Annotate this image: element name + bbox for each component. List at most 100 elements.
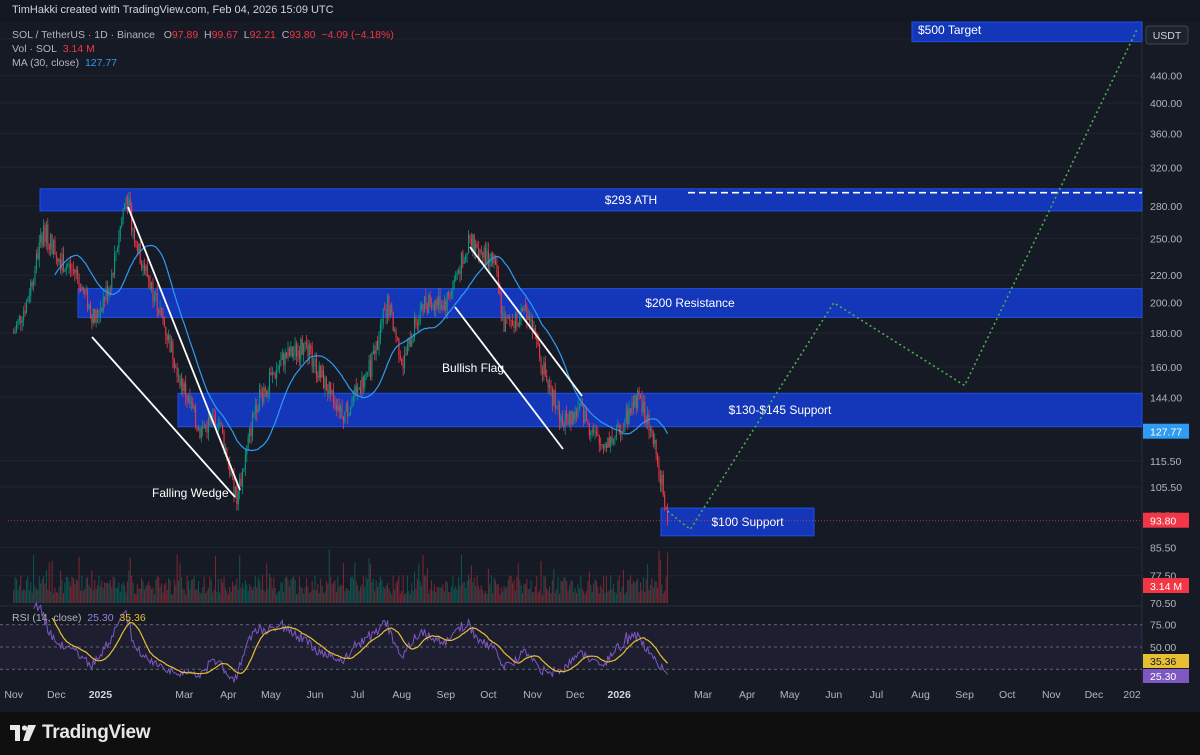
candle bbox=[212, 416, 214, 418]
volume-bar bbox=[473, 578, 475, 603]
volume-bar bbox=[38, 576, 40, 603]
candle bbox=[355, 386, 357, 394]
volume-bar bbox=[350, 577, 352, 603]
candle bbox=[222, 424, 224, 433]
candle bbox=[240, 478, 242, 487]
volume-bar bbox=[621, 586, 623, 603]
volume-bar bbox=[544, 576, 546, 603]
candle bbox=[48, 244, 50, 250]
candle bbox=[661, 474, 663, 485]
candle bbox=[537, 339, 539, 345]
candle bbox=[87, 290, 89, 309]
volume-bar bbox=[186, 575, 188, 603]
candle bbox=[332, 390, 335, 403]
price-tick-label: 105.50 bbox=[1150, 482, 1182, 494]
candle bbox=[620, 432, 622, 435]
candle bbox=[421, 304, 423, 311]
price-tick-label: 220.00 bbox=[1150, 270, 1182, 282]
candle bbox=[495, 258, 497, 264]
candle bbox=[261, 393, 263, 403]
volume-bar bbox=[321, 585, 323, 603]
volume-bar bbox=[419, 580, 421, 603]
volume-bar bbox=[197, 581, 199, 603]
legend-open: 97.89 bbox=[171, 29, 199, 41]
volume-bar bbox=[261, 574, 263, 603]
zone-4 bbox=[660, 507, 815, 537]
candle bbox=[67, 265, 69, 267]
candle bbox=[132, 229, 134, 231]
volume-bar bbox=[325, 581, 327, 603]
volume-bar bbox=[82, 590, 84, 603]
volume-bar bbox=[84, 588, 86, 603]
candle bbox=[125, 196, 127, 204]
volume-bar bbox=[131, 575, 133, 603]
candle bbox=[391, 305, 393, 312]
candle bbox=[41, 234, 43, 246]
volume-bar bbox=[92, 590, 94, 603]
volume-bar bbox=[348, 590, 350, 603]
zone-1 bbox=[39, 188, 1143, 212]
candle bbox=[202, 426, 204, 429]
candle bbox=[412, 337, 414, 341]
candle bbox=[72, 269, 74, 271]
volume-bar bbox=[244, 580, 246, 603]
currency-button[interactable] bbox=[1145, 25, 1189, 45]
volume-bar bbox=[118, 582, 120, 603]
volume-bar bbox=[192, 579, 194, 603]
candle bbox=[151, 282, 153, 290]
candle bbox=[446, 293, 448, 311]
volume-bar bbox=[595, 580, 597, 603]
time-tick-label: Nov bbox=[4, 689, 23, 701]
volume-bar bbox=[458, 577, 460, 603]
time-tick-label: Oct bbox=[999, 689, 1015, 701]
candle bbox=[580, 402, 582, 407]
volume-bar bbox=[20, 575, 22, 603]
volume-bar bbox=[551, 579, 553, 603]
candle bbox=[179, 375, 181, 387]
time-tick-label: Aug bbox=[392, 689, 411, 701]
candle bbox=[439, 296, 441, 310]
volume-bar bbox=[52, 593, 55, 603]
volume-bar bbox=[109, 580, 111, 603]
candle bbox=[45, 224, 47, 242]
volume-bar bbox=[416, 578, 418, 603]
volume-bar bbox=[428, 593, 430, 603]
time-tick-label: Jul bbox=[351, 689, 364, 701]
candle bbox=[246, 446, 248, 455]
zone-label-2: $200 Resistance bbox=[645, 296, 735, 310]
candle bbox=[666, 508, 669, 521]
candle bbox=[21, 320, 23, 323]
volume-bar bbox=[50, 591, 52, 603]
tradingview-logo[interactable]: TradingView bbox=[10, 721, 151, 745]
volume-bar bbox=[185, 594, 187, 603]
candle bbox=[44, 225, 46, 242]
volume-bar bbox=[371, 582, 373, 603]
legend-symbol: SOL / TetherUS · 1D · Binance bbox=[12, 29, 155, 41]
candle bbox=[128, 199, 130, 211]
volume-bar bbox=[630, 575, 632, 603]
volume-bar bbox=[217, 578, 219, 603]
candle bbox=[477, 248, 480, 258]
candle bbox=[570, 410, 572, 425]
candle bbox=[270, 372, 272, 376]
candle bbox=[544, 362, 546, 376]
candle bbox=[159, 308, 161, 313]
volume-bar bbox=[465, 588, 467, 603]
volume-bar bbox=[404, 594, 406, 603]
candle bbox=[88, 304, 90, 309]
candle bbox=[297, 350, 299, 357]
volume-bar bbox=[438, 587, 440, 603]
candle bbox=[169, 335, 171, 353]
candle bbox=[267, 390, 269, 397]
candle bbox=[601, 444, 603, 446]
rsi-ma-line bbox=[51, 617, 668, 675]
volume-bar bbox=[426, 567, 428, 603]
volume-bar bbox=[256, 587, 258, 603]
volume-bar bbox=[585, 590, 588, 603]
candle bbox=[577, 408, 579, 417]
candle bbox=[413, 317, 416, 338]
candle bbox=[75, 269, 77, 273]
volume-bar bbox=[78, 556, 80, 603]
price-tick-label: 144.00 bbox=[1150, 392, 1182, 404]
